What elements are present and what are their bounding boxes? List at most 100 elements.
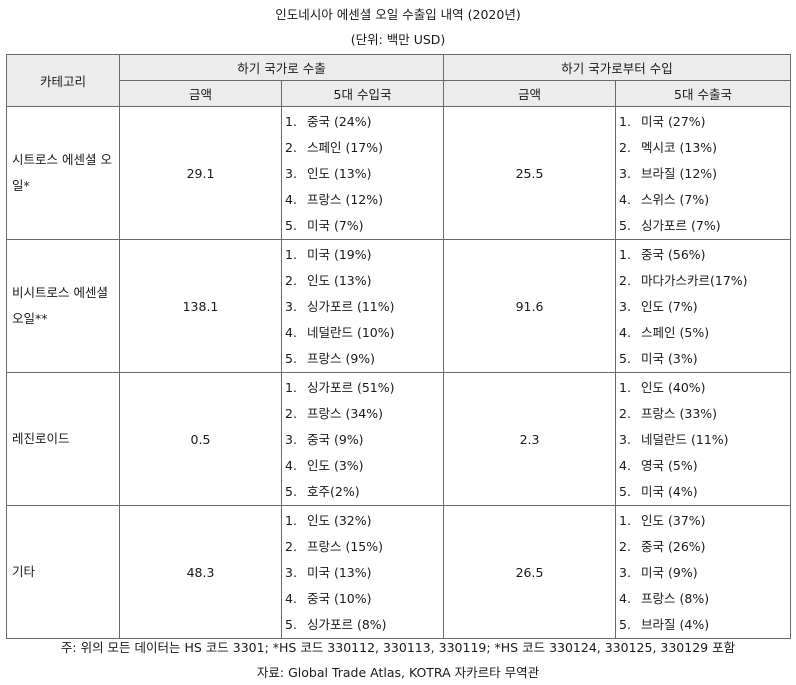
list-item: 3. 네덜란드 (11%) (619, 432, 729, 447)
list-item: 4. 프랑스 (8%) (619, 591, 710, 606)
export-amount-cell: 29.1 (119, 106, 282, 240)
country-share: 프랑스 (9%) (307, 351, 376, 366)
country-share: 중국 (9%) (307, 432, 364, 447)
country-share: 멕시코 (13%) (641, 140, 718, 155)
category-cell: 레진로이드 (6, 372, 120, 506)
list-item: 5. 브라질 (4%) (619, 617, 710, 632)
list-item: 3. 미국 (13%) (285, 565, 372, 580)
header-import-amount: 금액 (443, 80, 617, 107)
country-share: 싱가포르 (7%) (641, 218, 721, 233)
country-share: 싱가포르 (51%) (307, 380, 395, 395)
footnote: 주: 위의 모든 데이터는 HS 코드 3301; *HS 코드 330112,… (60, 640, 736, 655)
list-item: 3. 미국 (9%) (619, 565, 698, 580)
list-item: 5. 미국 (4%) (619, 484, 698, 499)
export-amount-cell: 48.3 (119, 505, 282, 639)
country-share: 중국 (56%) (641, 247, 706, 262)
list-item: 1. 인도 (32%) (285, 513, 372, 528)
list-item: 1. 싱가포르 (51%) (285, 380, 395, 395)
table-row: 비시트로스 에센셜 오일** 138.1 1. 미국 (19%) 2. 인도 (13%) 3… (6, 239, 792, 373)
list-item: 3. 중국 (9%) (285, 432, 364, 447)
country-share: 프랑스 (33%) (641, 406, 718, 421)
list-item: 1. 미국 (19%) (285, 247, 372, 262)
export-countries-cell: 1. 중국 (24%) 2. 스페인 (17%) 3. 인도 (13%) 4. 프랑스 (12… (280, 106, 445, 240)
country-share: 미국 (7%) (307, 218, 364, 233)
list-item: 4. 프랑스 (12%) (285, 192, 384, 207)
list-item: 4. 스위스 (7%) (619, 192, 710, 207)
list-item: 3. 인도 (7%) (619, 299, 698, 314)
import-countries-cell: 1. 미국 (27%) 2. 멕시코 (13%) 3. 브라질 (12%) 4. 스위스 (7… (615, 106, 792, 240)
list-item: 1. 인도 (40%) (619, 380, 706, 395)
import-amount-cell: 91.6 (443, 239, 617, 373)
unit-label: (단위: 백만 USD) (350, 32, 446, 47)
list-item: 2. 스페인 (17%) (285, 140, 384, 155)
category-cell: 비시트로스 에센셜 오일** (6, 239, 120, 373)
list-item: 4. 중국 (10%) (285, 591, 372, 606)
source-note: 자료: Global Trade Atlas, KOTRA 자카르타 무역관 (256, 665, 540, 680)
header-export-amount: 금액 (119, 80, 282, 107)
export-countries-cell: 1. 인도 (32%) 2. 프랑스 (15%) 3. 미국 (13%) 4. 중국 (10%… (280, 505, 445, 639)
export-countries-cell: 1. 미국 (19%) 2. 인도 (13%) 3. 싱가포르 (11%) 4. 네덜란드 (… (280, 239, 445, 373)
list-item: 4. 네덜란드 (10%) (285, 325, 395, 340)
country-share: 스페인 (5%) (641, 325, 710, 340)
country-share: 인도 (3%) (307, 458, 364, 473)
country-share: 인도 (32%) (307, 513, 372, 528)
list-item: 4. 인도 (3%) (285, 458, 364, 473)
list-item: 2. 마다가스카르(17%) (619, 273, 748, 288)
country-share: 프랑스 (34%) (307, 406, 384, 421)
country-share: 인도 (37%) (641, 513, 706, 528)
list-item: 2. 프랑스 (34%) (285, 406, 384, 421)
import-amount-cell: 2.3 (443, 372, 617, 506)
header-import-group: 하기 국가로부터 수입 (443, 54, 792, 81)
country-share: 브라질 (12%) (641, 166, 718, 181)
country-share: 인도 (7%) (641, 299, 698, 314)
header-top5-exporters: 5대 수출국 (615, 80, 792, 107)
import-countries-cell: 1. 인도 (40%) 2. 프랑스 (33%) 3. 네덜란드 (11%) 4. 영국 (5… (615, 372, 792, 506)
header-top5-importers: 5대 수입국 (280, 80, 445, 107)
export-amount-cell: 0.5 (119, 372, 282, 506)
country-share: 브라질 (4%) (641, 617, 710, 632)
country-share: 중국 (24%) (307, 114, 372, 129)
list-item: 5. 싱가포르 (7%) (619, 218, 721, 233)
country-share: 인도 (13%) (307, 166, 372, 181)
country-share: 미국 (27%) (641, 114, 706, 129)
country-share: 프랑스 (15%) (307, 539, 384, 554)
country-share: 인도 (40%) (641, 380, 706, 395)
table-title: 인도네시아 에센셜 오일 수출입 내역 (2020년) (275, 7, 521, 22)
country-share: 스위스 (7%) (641, 192, 710, 207)
country-share: 싱가포르 (8%) (307, 617, 387, 632)
list-item: 2. 인도 (13%) (285, 273, 372, 288)
list-item: 5. 싱가포르 (8%) (285, 617, 387, 632)
list-item: 1. 인도 (37%) (619, 513, 706, 528)
country-share: 호주(2%) (307, 484, 360, 499)
category-cell: 기타 (6, 505, 120, 639)
export-amount-cell: 138.1 (119, 239, 282, 373)
list-item: 2. 프랑스 (33%) (619, 406, 718, 421)
header-export-group: 하기 국가로 수출 (118, 54, 445, 81)
country-share: 프랑스 (8%) (641, 591, 710, 606)
list-item: 2. 프랑스 (15%) (285, 539, 384, 554)
import-amount-cell: 25.5 (443, 106, 617, 240)
country-share: 마다가스카르(17%) (641, 273, 748, 288)
country-share: 중국 (10%) (307, 591, 372, 606)
country-share: 중국 (26%) (641, 539, 706, 554)
import-countries-cell: 1. 인도 (37%) 2. 중국 (26%) 3. 미국 (9%) 4. 프랑스 (8%) 5… (615, 505, 792, 639)
header-category: 카테고리 (6, 54, 120, 107)
list-item: 3. 브라질 (12%) (619, 166, 718, 181)
table-row: 시트로스 에센셜 오일* 29.1 1. 중국 (24%) 2. 스페인 (17%) 3. 인… (6, 106, 792, 240)
table-row: 기타 48.3 1. 인도 (32%) 2. 프랑스 (15%) 3. 미국 (13%) 4. 중… (6, 505, 792, 639)
country-share: 싱가포르 (11%) (307, 299, 395, 314)
country-share: 영국 (5%) (641, 458, 698, 473)
list-item: 1. 중국 (56%) (619, 247, 706, 262)
list-item: 3. 인도 (13%) (285, 166, 372, 181)
country-share: 미국 (9%) (641, 565, 698, 580)
table-row: 레진로이드 0.5 1. 싱가포르 (51%) 2. 프랑스 (34%) 3. 중국 (9%)… (6, 372, 792, 506)
country-share: 인도 (13%) (307, 273, 372, 288)
import-countries-cell: 1. 중국 (56%) 2. 마다가스카르(17%) 3. 인도 (7%) 4. 스페인 (5… (615, 239, 792, 373)
import-amount-cell: 26.5 (443, 505, 617, 639)
list-item: 1. 중국 (24%) (285, 114, 372, 129)
list-item: 5. 미국 (3%) (619, 351, 698, 366)
list-item: 5. 미국 (7%) (285, 218, 364, 233)
list-item: 3. 싱가포르 (11%) (285, 299, 395, 314)
country-share: 미국 (13%) (307, 565, 372, 580)
list-item: 5. 호주(2%) (285, 484, 360, 499)
